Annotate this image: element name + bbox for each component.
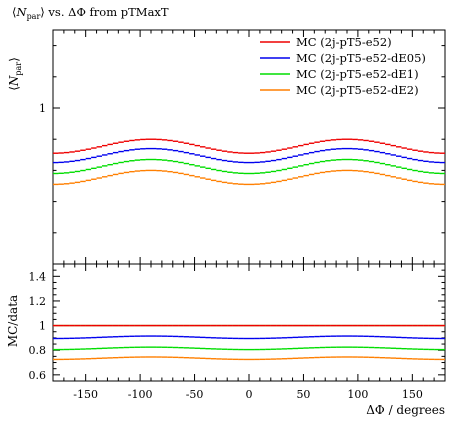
y-tick-label-ratio: 1.2 (29, 295, 47, 308)
x-tick-label: -50 (186, 388, 204, 401)
series-2 (53, 147, 445, 164)
series-2-ratio (53, 335, 445, 340)
y-tick-label-ratio: 0.6 (29, 369, 47, 382)
x-tick-label: -100 (128, 388, 153, 401)
x-tick-label: 0 (246, 388, 253, 401)
x-tick-label: -150 (73, 388, 98, 401)
legend-label-3: MC (2j-pT5-e52-dE1) (296, 67, 419, 81)
series-4 (53, 169, 445, 186)
x-tick-label: 150 (402, 388, 423, 401)
series-3-ratio (53, 346, 445, 351)
series-3 (53, 158, 445, 175)
chart-title: ⟨Npar⟩ vs. ΔΦ from pTMaxT (12, 5, 169, 21)
series-layer (53, 138, 445, 361)
y-tick-label-ratio: 0.8 (29, 344, 47, 357)
y-tick-label-main: 1 (39, 102, 46, 115)
main-plot-frame (52, 29, 446, 265)
legend-label-4: MC (2j-pT5-e52-dE2) (296, 83, 419, 97)
x-axis-label: ΔΦ / degrees (366, 403, 445, 417)
y-axis-label-ratio: MC/data (6, 295, 20, 347)
y-axis-label-main: ⟨Npar⟩ (7, 57, 23, 91)
y-tick-label-ratio: 1.4 (29, 270, 47, 283)
x-tick-label: 50 (296, 388, 310, 401)
x-tick-label: 100 (347, 388, 368, 401)
y-tick-label-ratio: 1 (39, 320, 46, 333)
legend-label-1: MC (2j-pT5-e52) (296, 35, 392, 49)
series-4-ratio (53, 356, 445, 361)
series-1 (53, 138, 445, 154)
ratio-plot-frame (52, 263, 446, 382)
legend-label-2: MC (2j-pT5-e52-dE05) (296, 51, 426, 65)
legend: MC (2j-pT5-e52) MC (2j-pT5-e52-dE05) MC (2… (260, 35, 426, 97)
